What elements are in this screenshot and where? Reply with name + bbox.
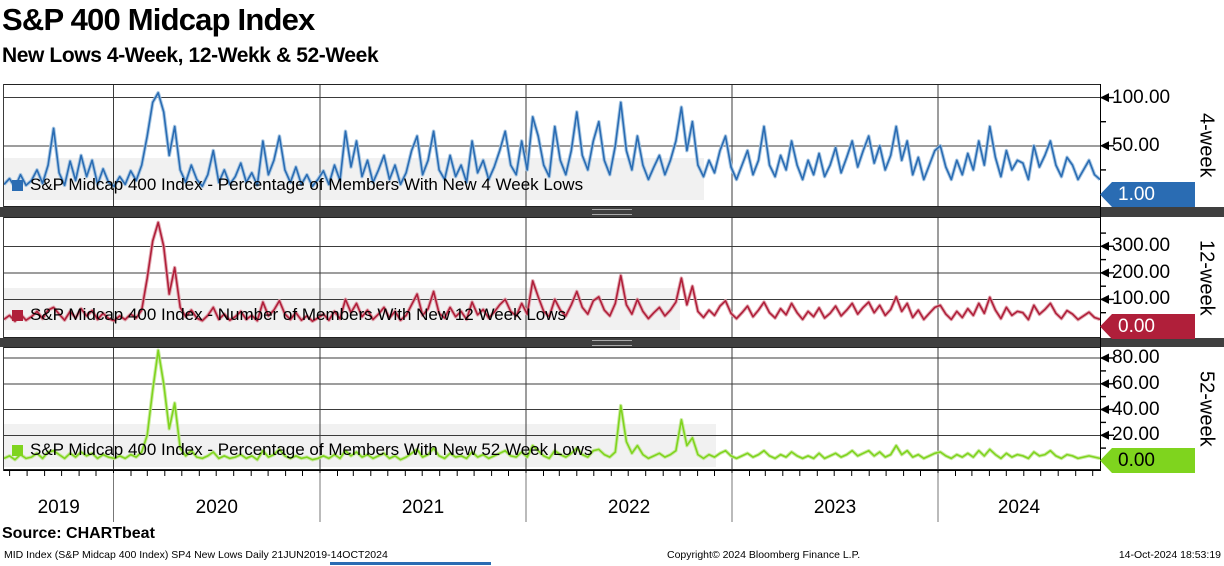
footer-timestamp: 14-Oct-2024 18:53:19 bbox=[1118, 549, 1221, 561]
y-tick-label-4week-100: 100.00 bbox=[1112, 86, 1171, 108]
legend-marker-52week-icon bbox=[12, 444, 23, 456]
y-tick-label-12week-100: 100.00 bbox=[1112, 288, 1171, 310]
footer-copyright: Copyright© 2024 Bloomberg Finance L.P. bbox=[667, 549, 861, 561]
panel-side-label-52week: 52-week bbox=[1195, 370, 1218, 447]
y-tick-label-52week-80: 80.00 bbox=[1112, 347, 1160, 368]
panel-4week-plot bbox=[4, 84, 1100, 207]
panel-separator-1 bbox=[0, 207, 1224, 217]
x-tick-2022: 2022 bbox=[607, 497, 651, 518]
last-value-badge-12week: 0.00 bbox=[1100, 314, 1195, 339]
panel-resize-grip-2[interactable] bbox=[592, 340, 632, 346]
y-tick-label-4week-50: 50.00 bbox=[1112, 134, 1160, 156]
y-tick-label-52week-60: 60.00 bbox=[1112, 372, 1160, 394]
y-tick-label-52week-20: 20.00 bbox=[1112, 424, 1160, 446]
y-tick-label-12week-300: 300.00 bbox=[1112, 235, 1171, 257]
x-tick-2020: 2020 bbox=[195, 497, 238, 518]
x-tick-2021: 2021 bbox=[401, 497, 445, 518]
footer-highlight-bar bbox=[330, 562, 491, 565]
legend-4week[interactable]: S&P Midcap 400 Index - Percentage of Mem… bbox=[12, 175, 583, 195]
footer-security-info: MID Index (S&P Midcap 400 Index) SP4 New… bbox=[4, 549, 388, 561]
right-value-axis bbox=[1100, 84, 1114, 471]
source-line: Source: CHARTbeat bbox=[2, 525, 155, 542]
legend-marker-4week-icon bbox=[12, 179, 23, 191]
panel-52week-plot bbox=[4, 347, 1100, 470]
y-tick-label-12week-200: 200.00 bbox=[1112, 261, 1171, 283]
panel-separator-2 bbox=[0, 338, 1224, 347]
x-tick-2019: 2019 bbox=[37, 497, 80, 518]
legend-label-4week: S&P Midcap 400 Index - Percentage of Mem… bbox=[30, 175, 584, 194]
x-tick-2023: 2023 bbox=[813, 497, 857, 518]
last-value-12week: 0.00 bbox=[1118, 315, 1155, 337]
last-value-52week: 0.00 bbox=[1118, 449, 1155, 471]
panel-resize-grip-1[interactable] bbox=[592, 209, 632, 215]
legend-52week[interactable]: S&P Midcap 400 Index - Percentage of Mem… bbox=[12, 440, 593, 460]
last-value-badge-52week: 0.00 bbox=[1100, 448, 1195, 473]
legend-band-52week bbox=[4, 424, 716, 467]
last-value-4week: 1.00 bbox=[1118, 183, 1155, 205]
last-value-badge-4week: 1.00 bbox=[1100, 182, 1195, 207]
panel-12week-plot bbox=[4, 217, 1100, 338]
legend-label-12week: S&P Midcap 400 Index - Number of Members… bbox=[30, 305, 567, 324]
panel-side-label-12week: 12-week bbox=[1195, 239, 1218, 316]
x-tick-2024: 2024 bbox=[997, 497, 1041, 518]
legend-12week[interactable]: S&P Midcap 400 Index - Number of Members… bbox=[12, 305, 566, 325]
legend-label-52week: S&P Midcap 400 Index - Percentage of Mem… bbox=[30, 440, 593, 459]
legend-marker-12week-icon bbox=[12, 309, 23, 321]
x-axis-strip bbox=[4, 470, 1100, 522]
y-tick-label-52week-40: 40.00 bbox=[1112, 398, 1160, 420]
panel-side-label-4week: 4-week bbox=[1195, 113, 1218, 178]
chart-left-border bbox=[3, 84, 4, 471]
page-subtitle: New Lows 4-Week, 12-Wekk & 52-Week bbox=[2, 44, 379, 67]
page-title: S&P 400 Midcap Index bbox=[2, 2, 315, 37]
